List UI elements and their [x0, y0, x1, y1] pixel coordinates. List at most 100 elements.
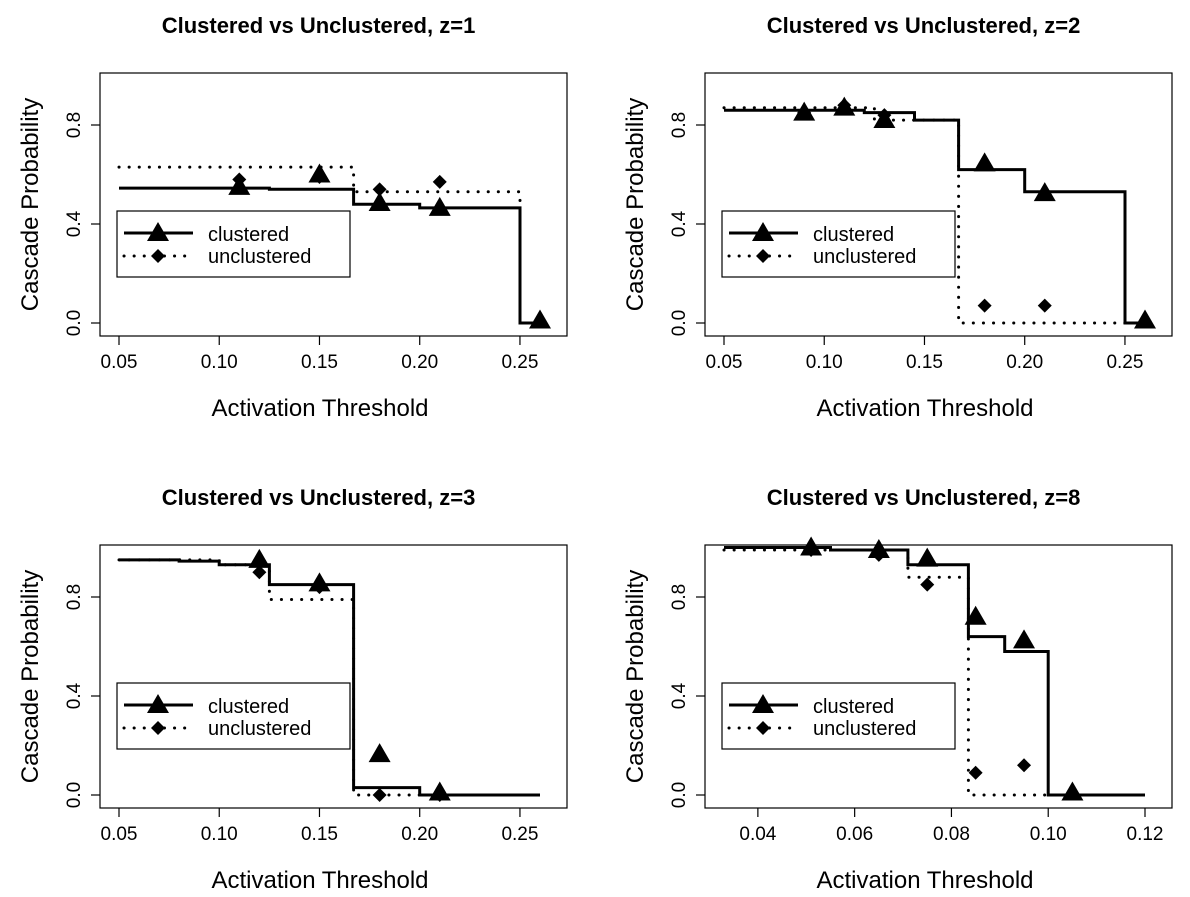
clustered-point: [1061, 781, 1084, 801]
unclustered-point: [797, 105, 812, 120]
y-tick-label: 0.8: [64, 112, 85, 138]
legend-label-unclustered: unclustered: [813, 246, 916, 268]
clustered-point: [428, 196, 451, 216]
x-tick-label: 0.05: [101, 352, 138, 373]
legend-clustered-marker: [752, 694, 774, 713]
unclustered-point: [804, 542, 819, 557]
chart-title: Clustered vs Unclustered, z=3: [162, 485, 476, 510]
unclustered-point: [252, 565, 267, 580]
clustered-point: [529, 309, 551, 329]
legend-unclustered-marker: [756, 249, 770, 263]
x-tick-label: 0.12: [1127, 824, 1164, 845]
x-tick-label: 0.25: [1106, 352, 1143, 373]
y-axis-label: Cascade Probability: [17, 570, 44, 783]
y-tick-label: 0.4: [669, 210, 690, 237]
x-tick-label: 0.10: [201, 352, 238, 373]
clustered-point: [1013, 629, 1036, 649]
unclustered-point: [1037, 298, 1052, 313]
x-tick-label: 0.10: [201, 824, 238, 845]
x-axis-label: Activation Threshold: [211, 395, 428, 422]
legend-label-unclustered: unclustered: [813, 718, 916, 740]
x-tick-label: 0.08: [933, 824, 970, 845]
legend-box: [116, 682, 351, 750]
clustered-point: [916, 547, 939, 567]
clustered-line: [119, 558, 540, 797]
x-tick-label: 0.25: [501, 352, 538, 373]
unclustered-point: [968, 765, 983, 780]
x-tick-label: 0.15: [301, 352, 338, 373]
y-tick-label: 0.0: [64, 782, 85, 808]
unclustered-point: [920, 577, 935, 592]
legend-box: [721, 210, 956, 278]
x-tick-label: 0.10: [806, 352, 843, 373]
clustered-line: [724, 546, 1145, 797]
legend-label-clustered: clustered: [208, 696, 289, 718]
legend-clustered-marker: [147, 694, 169, 713]
unclustered-point: [977, 298, 992, 313]
legend-label-clustered: clustered: [813, 224, 894, 246]
unclustered-point: [877, 108, 892, 123]
clustered-point: [1134, 309, 1156, 329]
y-tick-label: 0.8: [669, 112, 690, 138]
unclustered-point: [1017, 758, 1032, 773]
unclustered-point: [372, 788, 387, 802]
x-tick-label: 0.05: [101, 824, 138, 845]
legend-label-unclustered: unclustered: [208, 718, 311, 740]
y-tick-label: 0.8: [64, 584, 85, 610]
x-axis-label: Activation Threshold: [816, 395, 1033, 422]
x-tick-label: 0.20: [401, 824, 438, 845]
x-tick-label: 0.06: [836, 824, 873, 845]
unclustered-line: [722, 548, 1147, 797]
unclustered-point: [372, 182, 387, 197]
x-tick-label: 0.20: [401, 352, 438, 373]
x-tick-label: 0.25: [501, 824, 538, 845]
unclustered-point: [837, 98, 852, 113]
unclustered-point: [432, 788, 447, 802]
unclustered-line: [117, 165, 542, 325]
chart-panel-3: Clustered vs Unclustered, z=3 0.05 0.10 0.1…: [17, 485, 568, 894]
x-tick-label: 0.10: [1030, 824, 1067, 845]
chart-panel-4: Clustered vs Unclustered, z=8 0.04 0.06 0.0…: [622, 485, 1173, 894]
x-axis-label: Activation Threshold: [816, 867, 1033, 894]
x-tick-label: 0.15: [301, 824, 338, 845]
x-axis-label: Activation Threshold: [211, 867, 428, 894]
clustered-point: [368, 743, 391, 763]
legend-box: [721, 682, 956, 750]
clustered-point: [248, 548, 271, 568]
unclustered-point: [312, 580, 327, 595]
legend-box: [116, 210, 351, 278]
x-tick-label: 0.04: [739, 824, 776, 845]
x-tick-label: 0.15: [906, 352, 943, 373]
legend-clustered-marker: [752, 222, 774, 241]
legend-unclustered-marker: [756, 721, 770, 735]
unclustered-line: [117, 558, 542, 797]
y-tick-label: 0.4: [669, 682, 690, 709]
y-tick-label: 0.4: [64, 682, 85, 709]
unclustered-point: [232, 172, 247, 187]
y-axis-label: Cascade Probability: [17, 98, 44, 311]
plot-frame: [704, 544, 1173, 809]
chart-title: Clustered vs Unclustered, z=2: [767, 13, 1081, 38]
plot-frame: [99, 544, 568, 809]
legend-label-clustered: clustered: [208, 224, 289, 246]
unclustered-point: [871, 547, 886, 562]
legend-unclustered-marker: [151, 721, 165, 735]
clustered-point: [964, 605, 987, 625]
unclustered-point: [432, 174, 447, 189]
clustered-point: [1033, 182, 1056, 202]
legend-label-unclustered: unclustered: [208, 246, 311, 268]
chart-panel-2: Clustered vs Unclustered, z=2 0.05 0.10 0.1…: [622, 13, 1173, 422]
y-tick-label: 0.0: [669, 782, 690, 808]
y-tick-label: 0.8: [669, 584, 690, 610]
plot-frame: [704, 72, 1173, 337]
legend-unclustered-marker: [151, 249, 165, 263]
x-tick-label: 0.05: [706, 352, 743, 373]
clustered-point: [973, 152, 996, 172]
chart-panel-1: Clustered vs Unclustered, z=1 0.05 0.10 0.1…: [17, 13, 568, 422]
chart-title: Clustered vs Unclustered, z=8: [767, 485, 1081, 510]
